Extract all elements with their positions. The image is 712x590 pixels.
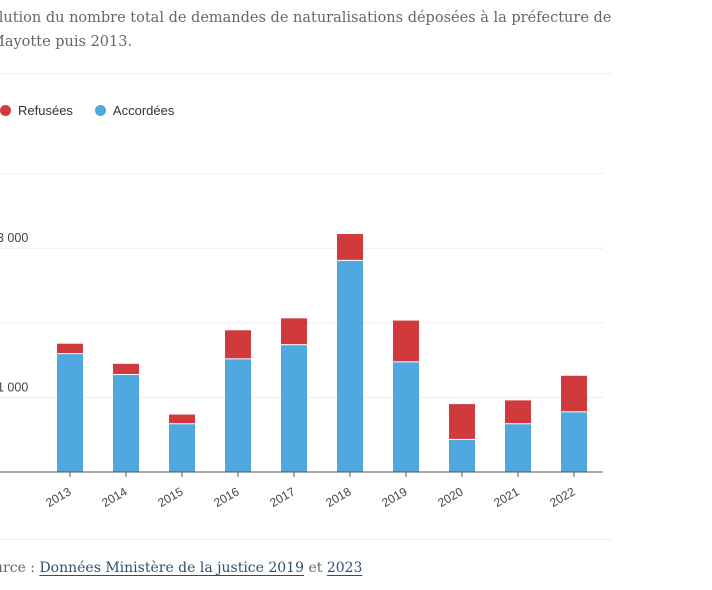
bar-granted-2015[interactable]	[169, 424, 195, 472]
x-tick-label-2017: 2017	[267, 484, 297, 510]
x-tick-label-2018: 2018	[323, 484, 353, 510]
bar-granted-2018[interactable]	[337, 260, 363, 472]
legend-label-granted: Accordées	[112, 103, 175, 118]
bar-granted-2017[interactable]	[281, 345, 307, 472]
bar-refused-2018[interactable]	[337, 234, 363, 260]
bar-granted-2016[interactable]	[225, 359, 251, 472]
legend: Refusées Accordées	[0, 103, 174, 118]
bottom-divider	[0, 539, 612, 540]
legend-item-granted[interactable]: Accordées	[94, 103, 175, 118]
source-link-justice-2019[interactable]: Données Ministère de la justice 2019	[39, 560, 304, 576]
x-tick-label-2022: 2022	[547, 484, 577, 510]
source-prefix: urce :	[0, 560, 36, 576]
y-tick-label-1000: 1 000	[0, 380, 28, 394]
x-tick-label-2016: 2016	[211, 484, 241, 510]
bar-granted-2022[interactable]	[561, 412, 587, 472]
bar-refused-2019[interactable]	[393, 320, 419, 362]
bar-granted-2014[interactable]	[113, 375, 139, 472]
bar-refused-2017[interactable]	[281, 318, 307, 345]
bar-granted-2021[interactable]	[505, 424, 531, 472]
source-conjunction: et	[304, 560, 327, 576]
legend-swatch-refused	[0, 105, 11, 116]
bar-refused-2021[interactable]	[505, 400, 531, 424]
x-tick-label-2019: 2019	[379, 484, 409, 510]
bar-granted-2020[interactable]	[449, 439, 475, 472]
bar-refused-2016[interactable]	[225, 330, 251, 359]
bar-refused-2013[interactable]	[57, 343, 83, 354]
bar-refused-2014[interactable]	[113, 363, 139, 375]
x-tick-label-2015: 2015	[155, 484, 185, 510]
legend-label-refused: Refusées	[18, 103, 73, 118]
y-tick-label-3000: 3 000	[0, 231, 28, 245]
bar-granted-2013[interactable]	[57, 354, 83, 472]
top-divider	[0, 73, 612, 74]
source-link-2023[interactable]: 2023	[326, 560, 363, 576]
chart-subtitle: olution du nombre total de demandes de n…	[0, 10, 612, 50]
x-tick-label-2013: 2013	[43, 484, 73, 510]
bar-refused-2015[interactable]	[169, 414, 195, 424]
legend-item-refused[interactable]: Refusées	[0, 103, 73, 118]
stacked-bar-chart: 1 000 3 000 2013 2014 2015 2016 2017 2018 2019 20…	[0, 173, 603, 510]
x-tick-label-2021: 2021	[491, 484, 521, 510]
x-tick-label-2014: 2014	[99, 484, 129, 510]
bar-granted-2019[interactable]	[393, 362, 419, 472]
legend-swatch-granted	[94, 105, 106, 116]
bar-refused-2020[interactable]	[449, 404, 475, 439]
source-line: urce : Données Ministère de la justice 2…	[0, 560, 362, 576]
bar-refused-2022[interactable]	[561, 375, 587, 412]
x-tick-label-2020: 2020	[435, 484, 465, 510]
